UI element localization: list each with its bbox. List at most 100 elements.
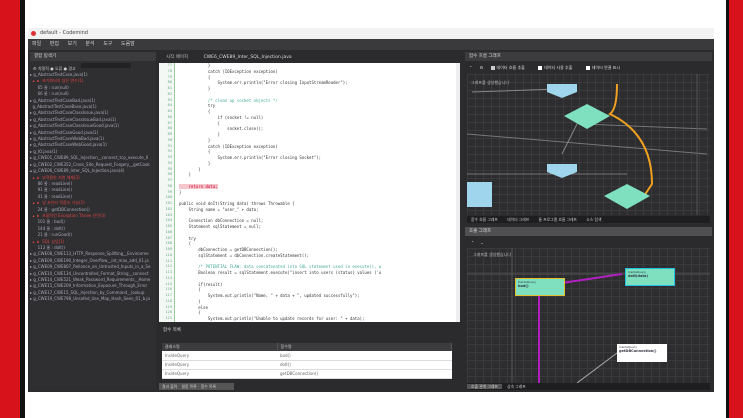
- tab-call-relation[interactable]: 호출 관계 그래프: [467, 384, 502, 389]
- code-line: }: [179, 189, 182, 195]
- code-line: if(result): [179, 281, 223, 287]
- tab-program-flow[interactable]: 통 프로그램 흐름 그래프: [538, 217, 578, 222]
- code-line: String name = "user_" + data;: [179, 206, 259, 212]
- tree-item[interactable]: 65 줄 : run(null): [30, 84, 69, 90]
- option-data-use[interactable]: 데이터 사용 추출: [538, 65, 578, 70]
- call-node-getdbconnection[interactable]: InsideQuery getDBConnection(): [617, 344, 667, 362]
- code-line: {: [179, 109, 211, 114]
- tree-item[interactable]: ▴ 🔺 부적절한 자원 해제(3): [30, 174, 80, 180]
- chevron-down-icon[interactable]: ⌄: [480, 240, 484, 245]
- tree-item[interactable]: ▴ 🔺 포괄적인 Exception Throw 선언(3): [30, 212, 106, 218]
- flow-graph-canvas[interactable]: 그래프를 생성했습니다: [467, 74, 710, 215]
- table-row[interactable]: InsideQuery getDBConnection(): [162, 369, 452, 379]
- column-function[interactable]: 함수명: [277, 343, 453, 351]
- tree-item[interactable]: ▸ g_CWE14_CWE521_Weak_Password_Requireme…: [30, 277, 151, 282]
- menu-edit[interactable]: 편집: [49, 41, 59, 47]
- code-line: System.out.println("Name, " + data + ", …: [179, 293, 360, 298]
- tree-item[interactable]: 21 줄 : runGood(): [30, 232, 72, 238]
- tree-item[interactable]: 91 줄 : readLine(): [30, 187, 73, 193]
- code-line: }: [179, 86, 211, 91]
- option-data-link[interactable]: 데이터 연결 표시: [585, 65, 626, 70]
- settings-icon[interactable]: ⚙: [479, 65, 484, 70]
- tab-defects[interactable]: 결함 목록: [181, 384, 197, 389]
- line-number: 105: [165, 224, 173, 228]
- tree-item[interactable]: 86 줄 : readLine(): [30, 180, 73, 186]
- red-frame-left: [0, 0, 20, 418]
- tree-item[interactable]: ▸ g_CWE02_CWE352_Cross_Site_Request_Forg…: [30, 161, 150, 167]
- column-class[interactable]: 클래스명: [162, 343, 278, 351]
- tree-item[interactable]: ▸ g_AbstractTestCase.java(1): [30, 72, 88, 77]
- tab-function-flow[interactable]: 함수 흐름 그래프: [471, 217, 498, 222]
- flow-path-highlight: [608, 83, 654, 200]
- code-line: {: [179, 287, 201, 293]
- tree-item[interactable]: 41 줄 : readLine(): [30, 193, 73, 199]
- tree-item[interactable]: ▴ 🔺 초기화되지 않은 변수(1): [30, 78, 84, 84]
- call-node-bad[interactable]: InsideQuery bad(): [515, 278, 565, 296]
- code-line: else: [179, 304, 208, 310]
- tree-item[interactable]: 113 줄 : doIt(): [30, 244, 65, 250]
- tree-item[interactable]: 101 줄 : bad(): [30, 219, 65, 225]
- line-number: 121: [165, 316, 173, 320]
- tree-item[interactable]: ▸ g_CWE10_CWE134_Uncontrolled_Format_Str…: [30, 270, 149, 276]
- tab-source-file[interactable]: CWE6_CWE89_Inter_SQL_Injection.java: [203, 55, 292, 60]
- tree-item[interactable]: ▴ 🔺 SQL 삽입(1): [30, 238, 65, 244]
- line-number: 106: [165, 229, 173, 234]
- bottom-tabs: 결과 출력 결함 목록 함수 목록: [159, 383, 234, 390]
- tree-item[interactable]: ▸ g_AbstractTestCaseClassIssue.java(1): [30, 110, 109, 116]
- tab-start-page[interactable]: 시작 페이지: [166, 55, 189, 60]
- tab-output[interactable]: 결과 출력: [162, 384, 178, 389]
- menu-file[interactable]: 파일: [32, 41, 42, 47]
- code-line: /* POTENTIAL FLAW: data concatenated int…: [179, 264, 382, 270]
- tree-item[interactable]: ▸ g_CWE09_CWE190_Integer_Overflow__int_m…: [30, 257, 149, 263]
- tree-item[interactable]: ▸ g_CWE08_CWE113_HTTP_Response_Splitting…: [30, 251, 149, 257]
- option-data-flow[interactable]: 데이터 흐름 추출: [490, 65, 531, 70]
- filter-error[interactable]: ● 오류: [50, 66, 63, 71]
- tab-inheritance[interactable]: 상속 그래프: [507, 384, 526, 389]
- table-row[interactable]: InsideQuery bad(): [162, 351, 452, 361]
- code-area[interactable]: 77 78 79 80 81 82 83 84 85 86 87 88 89 90 91 92 93 94 95 96…: [159, 63, 460, 322]
- menu-help[interactable]: 도움말: [120, 41, 135, 47]
- filter-critical[interactable]: ⚙ 치명적: [33, 66, 49, 71]
- chevron-up-icon[interactable]: ⌃: [471, 240, 475, 245]
- tree-item[interactable]: ▸ g_CWE17_CWE15_SQL_Injection_by_Command…: [30, 289, 145, 295]
- tree-item[interactable]: ▸ g_AbstractTestCaseBad.java(1): [30, 97, 96, 103]
- flow-graph-tabs: 함수 흐름 그래프 데이터 그래프 통 프로그램 흐름 그래프 소스 탐색: [467, 216, 710, 223]
- call-graph-canvas[interactable]: 그래프를 생성했습니다 InsideQuery bad() InsideQuery…: [467, 248, 710, 383]
- tree-item[interactable]: ▸ g_CWE19_CWE798_Unsafed_Use_Map_Hash_Se…: [30, 296, 150, 302]
- tab-functions[interactable]: 함수 목록: [200, 384, 216, 389]
- menu-tools[interactable]: 도구: [103, 41, 113, 47]
- tree-item[interactable]: 66 줄 : run(null): [30, 91, 69, 97]
- tree-item[interactable]: ▸ g_CWE01_CWE89_SQL_Injection__connect_t…: [30, 155, 149, 161]
- line-number: 117: [165, 293, 173, 297]
- tab-source-explore[interactable]: 소스 탐색: [586, 217, 602, 222]
- tree-item[interactable]: 144 줄 : doIt(): [30, 225, 65, 231]
- tree-item[interactable]: ▴ 🔺 널 포인터 역참조 가능(1): [30, 200, 85, 206]
- line-number: 88: [167, 126, 172, 131]
- tree-item[interactable]: ▸ g_IO.java(1): [30, 148, 58, 154]
- collapse-icon[interactable]: ⌃: [469, 65, 473, 70]
- tree-item[interactable]: ▸ g_AbstractTestCaseClassIssueGood.java(…: [30, 123, 119, 129]
- tree-item[interactable]: ▸ g_CWE15_CWE209_Information_Exposure_Th…: [30, 283, 148, 289]
- tree-item[interactable]: 24 줄 : getDBConnection(): [30, 206, 90, 212]
- menu-view[interactable]: 보기: [67, 41, 77, 47]
- tree-item[interactable]: ▸ g_AbstractTestCaseClassIssueBad.java(1…: [30, 116, 117, 122]
- line-number: 90: [167, 137, 172, 142]
- editor-scrollbar[interactable]: [456, 63, 460, 322]
- line-number: 92: [167, 149, 172, 154]
- tree-item[interactable]: g_AbstractTestCaseBase.java(1): [30, 104, 97, 110]
- code-line: {: [179, 310, 201, 316]
- filter-search-input[interactable]: [81, 63, 132, 68]
- call-node-doit[interactable]: InsideQuery doIt(data): [625, 268, 675, 286]
- tree-item[interactable]: ▸ g_AbstractTestCaseGood.java(1): [30, 129, 99, 135]
- tree-item[interactable]: ▸ g_CWE09_CWE807_Reliance_on_Untrusted_I…: [30, 264, 151, 270]
- filter-warning[interactable]: ● 경고: [63, 66, 76, 71]
- tree-item[interactable]: ▸ g_AbstractTestCaseWebBad.java(1): [30, 136, 105, 142]
- tab-data-graph[interactable]: 데이터 그래프: [507, 217, 530, 222]
- menu-analyze[interactable]: 분석: [85, 41, 95, 47]
- tree-item[interactable]: ▸ g_AbstractTestCaseWebGood.java(1): [30, 142, 107, 148]
- frame-border-right: [726, 0, 729, 418]
- decision-node: [564, 104, 610, 129]
- tree-item[interactable]: ▴ g_CWE06_CWE89_Inter_SQL_Injection.java…: [30, 168, 125, 174]
- table-row[interactable]: InsideQuery doIt(): [162, 360, 452, 370]
- line-number: 96: [167, 172, 172, 177]
